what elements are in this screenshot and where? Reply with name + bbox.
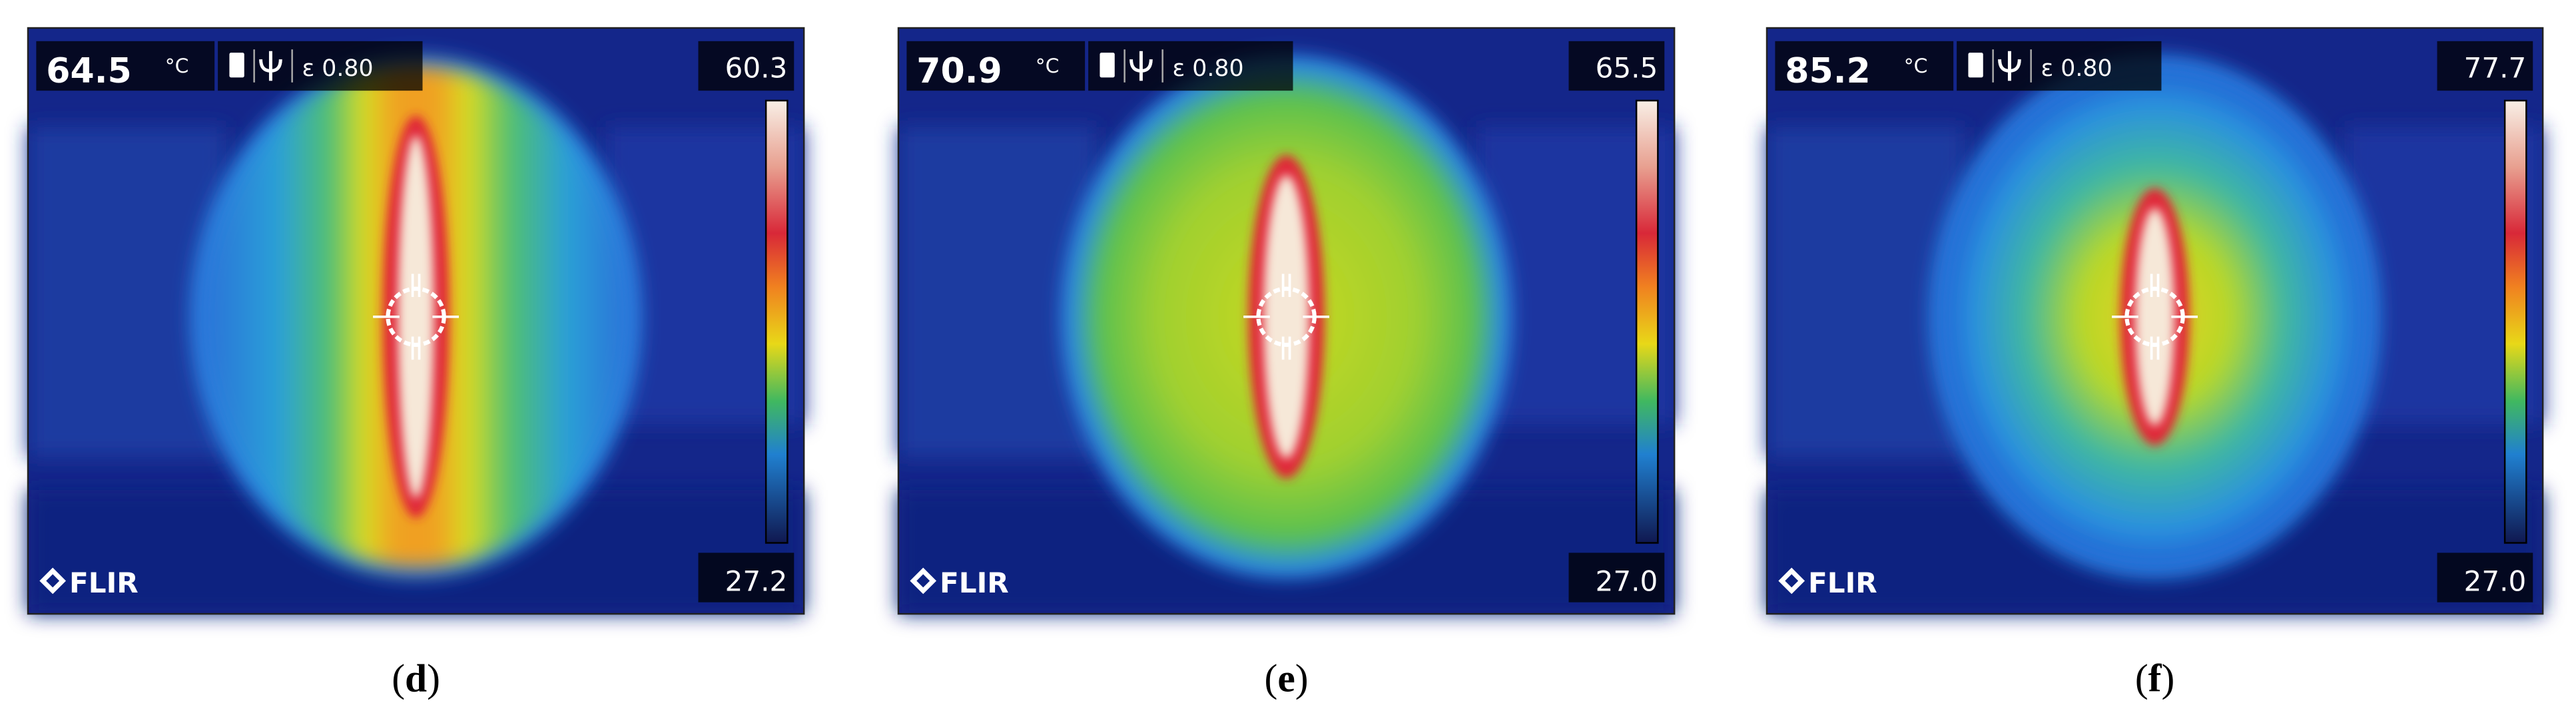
spot-temperature: 85.2 xyxy=(1785,51,1870,91)
spot-box xyxy=(906,41,1086,91)
status-box xyxy=(218,41,423,91)
thermal-image xyxy=(28,28,805,614)
temperature-unit: °C xyxy=(165,55,189,78)
caption: (d) xyxy=(392,656,440,700)
caption-part: f xyxy=(2148,656,2162,700)
usb-icon xyxy=(259,51,282,81)
hot-core xyxy=(398,135,434,499)
frame xyxy=(1766,27,2544,615)
emissivity: ε 0.80 xyxy=(1173,55,1244,82)
scale-max: 65.5 xyxy=(1596,51,1658,84)
spot-box xyxy=(1775,41,1954,91)
hot-core xyxy=(2134,208,2175,426)
usb-icon xyxy=(1129,51,1153,81)
scale-min: 27.2 xyxy=(725,565,788,597)
scale-max: 60.3 xyxy=(725,51,788,84)
thermal-image xyxy=(898,28,1675,614)
scale-min-box xyxy=(2437,553,2533,603)
emissivity: ε 0.80 xyxy=(2041,55,2112,82)
thermal-image xyxy=(1767,28,2543,614)
thermal-panel: 64.5 °C ε 0.80 60.3 27.2 FLIR (d) xyxy=(27,27,805,700)
temperature-unit: °C xyxy=(1904,55,1928,78)
scale-min-box xyxy=(698,553,795,603)
scale-max-box xyxy=(2437,41,2533,91)
hot-core xyxy=(1263,174,1310,459)
scale-min: 27.0 xyxy=(2464,565,2527,597)
caption: (e) xyxy=(1265,656,1309,700)
caption: (f) xyxy=(2135,656,2174,700)
temperature-unit: °C xyxy=(1036,55,1060,78)
color-bar xyxy=(1635,99,1659,544)
logo: FLIR xyxy=(1808,567,1877,599)
caption-part: ) xyxy=(1295,656,1309,700)
spot-box xyxy=(36,41,215,91)
scale-max: 77.7 xyxy=(2464,51,2527,84)
logo-icon xyxy=(910,567,937,595)
logo: FLIR xyxy=(940,567,1009,599)
emissivity: ε 0.80 xyxy=(302,55,374,82)
logo: FLIR xyxy=(69,567,139,599)
battery-icon xyxy=(229,53,244,78)
color-bar xyxy=(765,99,789,544)
thermal-panel: 70.9 °C ε 0.80 65.5 27.0 FLIR (e) xyxy=(897,27,1676,700)
caption-part: ( xyxy=(2135,656,2148,700)
caption-part: ( xyxy=(1265,656,1278,700)
frame xyxy=(897,27,1676,615)
battery-icon xyxy=(1968,53,1983,78)
scale-max-box xyxy=(1568,41,1665,91)
caption-part: ) xyxy=(2161,656,2174,700)
status-box xyxy=(1957,41,2162,91)
spot-temperature: 64.5 xyxy=(46,51,131,91)
caption-part: ( xyxy=(392,656,405,700)
thermal-panel: 85.2 °C ε 0.80 77.7 27.0 FLIR (f) xyxy=(1766,27,2544,700)
status-box xyxy=(1088,41,1293,91)
logo-icon xyxy=(1778,567,1805,595)
scale-min-box xyxy=(1568,553,1665,603)
color-bar xyxy=(2503,99,2527,544)
battery-icon xyxy=(1100,53,1115,78)
spot-temperature: 70.9 xyxy=(916,51,1002,91)
scale-max-box xyxy=(698,41,795,91)
frame xyxy=(27,27,805,615)
caption-part: ) xyxy=(427,656,440,700)
caption-part: e xyxy=(1277,656,1295,700)
scale-min: 27.0 xyxy=(1596,565,1658,597)
caption-part: d xyxy=(405,656,427,700)
usb-icon xyxy=(1998,51,2021,81)
